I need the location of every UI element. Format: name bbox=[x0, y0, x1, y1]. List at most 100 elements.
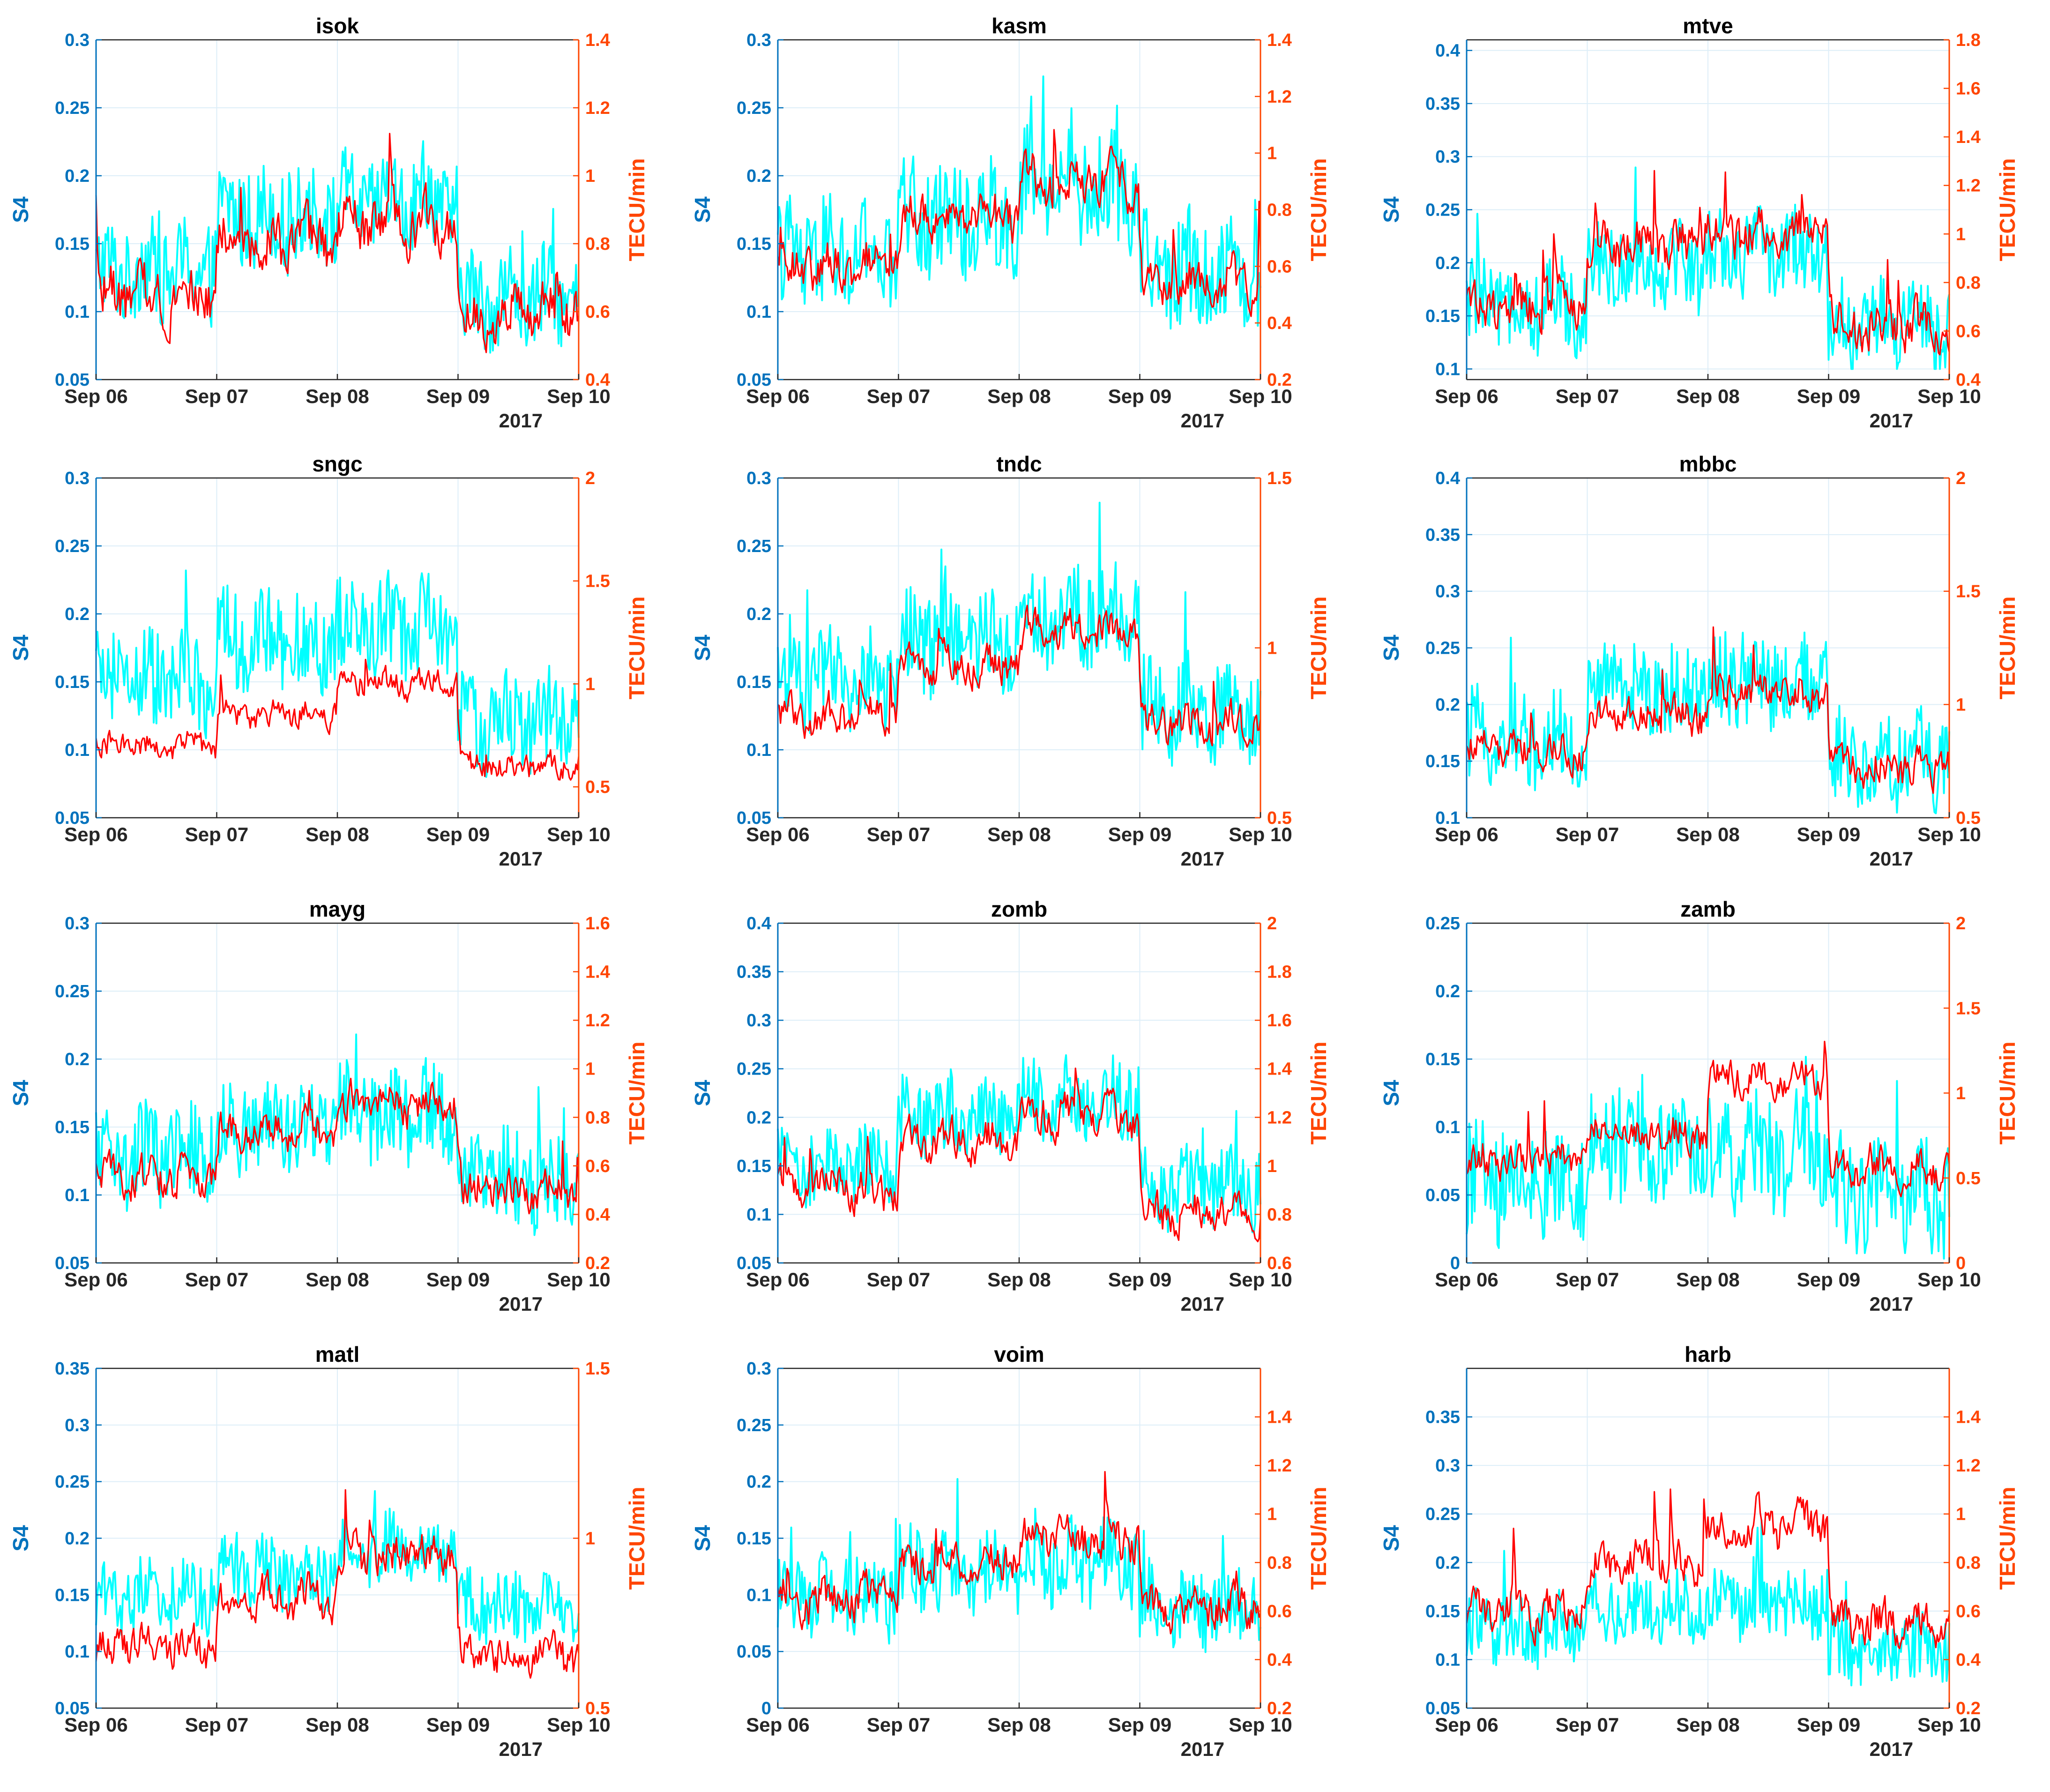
x-tick-label: Sep 09 bbox=[426, 1269, 490, 1291]
x-tick-label: Sep 09 bbox=[426, 385, 490, 407]
x-year-label: 2017 bbox=[499, 1738, 543, 1760]
left-tick-label: 0.05 bbox=[55, 370, 89, 390]
left-tick-label: 0.25 bbox=[737, 1060, 771, 1079]
right-tick-label: 1.2 bbox=[585, 1011, 610, 1030]
x-year-label: 2017 bbox=[1181, 1738, 1224, 1760]
tec-series-line bbox=[95, 1077, 580, 1215]
right-tick-label: 0.8 bbox=[585, 1108, 610, 1127]
right-axis-label: TECU/min bbox=[1995, 1042, 2020, 1145]
tec-series-line bbox=[777, 1471, 1261, 1635]
right-tick-label: 1.8 bbox=[1956, 30, 1981, 50]
tec-series-line bbox=[95, 133, 580, 353]
right-tick-label: 1 bbox=[1956, 695, 1966, 715]
right-tick-label: 0.8 bbox=[1267, 1553, 1292, 1573]
right-tick-label: 1.2 bbox=[1267, 87, 1292, 107]
x-year-label: 2017 bbox=[1870, 410, 1913, 432]
right-tick-label: 0.5 bbox=[1956, 808, 1981, 828]
tec-series-line bbox=[777, 605, 1261, 748]
right-tick-label: 1.4 bbox=[1267, 1408, 1292, 1427]
subplot-mayg: 0.05 0.1 0.15 0.2 0.25 0.3 0.2 0.4 0.6 0.8 1 1.2 1.4… bbox=[8, 897, 649, 1315]
tec-series-line bbox=[1466, 1488, 1950, 1650]
right-tick-label: 0.2 bbox=[1267, 1699, 1292, 1718]
subplot-sngc: 0.05 0.1 0.15 0.2 0.25 0.3 0.5 1 1.5 2 Sep 06 Sep 0… bbox=[8, 452, 649, 870]
right-tick-label: 1 bbox=[585, 1529, 595, 1549]
left-axis-label: S4 bbox=[8, 1080, 33, 1106]
right-axis-label: TECU/min bbox=[1306, 597, 1331, 700]
left-tick-label: 0.05 bbox=[737, 808, 771, 828]
x-tick-label: Sep 08 bbox=[1676, 1714, 1739, 1736]
left-tick-label: 0.1 bbox=[746, 1585, 771, 1605]
left-tick-label: 0.35 bbox=[1425, 1408, 1460, 1427]
left-axis-label: S4 bbox=[8, 1525, 33, 1552]
left-tick-label: 0.3 bbox=[1435, 147, 1460, 167]
x-year-label: 2017 bbox=[1181, 410, 1224, 432]
left-tick-label: 0.4 bbox=[746, 914, 771, 933]
right-tick-label: 0.8 bbox=[1267, 1205, 1292, 1225]
x-tick-label: Sep 09 bbox=[1797, 1269, 1860, 1291]
left-tick-label: 0.3 bbox=[65, 1416, 89, 1435]
left-tick-label: 0.2 bbox=[746, 1108, 771, 1127]
s4-series-line bbox=[1466, 166, 1950, 370]
left-tick-label: 0.25 bbox=[55, 98, 89, 118]
left-tick-label: 0.2 bbox=[65, 166, 89, 186]
left-axis-label: S4 bbox=[690, 635, 715, 661]
right-tick-label: 0.5 bbox=[1956, 1169, 1981, 1188]
x-tick-label: Sep 10 bbox=[1229, 1714, 1292, 1736]
left-tick-label: 0.05 bbox=[737, 1642, 771, 1662]
subplot-title: voim bbox=[994, 1342, 1044, 1366]
subplot-zamb: 0 0.05 0.1 0.15 0.2 0.25 0 0.5 1 1.5 2 Sep 06 Sep 07… bbox=[1379, 897, 2020, 1315]
x-year-label: 2017 bbox=[1181, 848, 1224, 870]
x-year-label: 2017 bbox=[1181, 1293, 1224, 1315]
left-axis-label: S4 bbox=[1379, 196, 1403, 223]
x-tick-label: Sep 08 bbox=[1676, 823, 1739, 845]
right-tick-label: 1.4 bbox=[585, 30, 610, 50]
left-tick-label: 0.05 bbox=[737, 370, 771, 390]
right-tick-label: 1.4 bbox=[1956, 1408, 1981, 1427]
left-tick-label: 0.1 bbox=[65, 740, 89, 760]
left-tick-label: 0.4 bbox=[1435, 469, 1460, 488]
left-tick-label: 0.2 bbox=[65, 1050, 89, 1069]
right-tick-label: 0.6 bbox=[1956, 1602, 1981, 1621]
x-tick-label: Sep 07 bbox=[1556, 1269, 1619, 1291]
x-year-label: 2017 bbox=[499, 848, 543, 870]
right-tick-label: 0.2 bbox=[1267, 370, 1292, 390]
right-axis-label: TECU/min bbox=[625, 1487, 649, 1590]
x-tick-label: Sep 10 bbox=[547, 1714, 610, 1736]
right-axis-label: TECU/min bbox=[1306, 158, 1331, 261]
right-tick-label: 1.4 bbox=[585, 963, 610, 982]
tec-series-line bbox=[95, 658, 580, 781]
tec-series-line bbox=[777, 129, 1261, 317]
x-tick-label: Sep 07 bbox=[1556, 1714, 1619, 1736]
left-tick-label: 0.25 bbox=[1425, 639, 1460, 658]
right-tick-label: 0.5 bbox=[585, 1699, 610, 1718]
x-tick-label: Sep 07 bbox=[185, 385, 248, 407]
x-tick-label: Sep 09 bbox=[1108, 1269, 1171, 1291]
subplot-matl: 0.05 0.1 0.15 0.2 0.25 0.3 0.35 0.5 1 1.5 Sep 06 Se… bbox=[8, 1342, 649, 1760]
right-tick-label: 0.4 bbox=[585, 1205, 610, 1225]
x-tick-label: Sep 07 bbox=[1556, 385, 1619, 407]
left-tick-label: 0.25 bbox=[55, 1472, 89, 1492]
subplot-title: tndc bbox=[996, 452, 1042, 476]
left-tick-label: 0.1 bbox=[1435, 359, 1460, 379]
x-tick-label: Sep 10 bbox=[547, 823, 610, 845]
left-tick-label: 0.4 bbox=[1435, 41, 1460, 61]
right-tick-label: 0.5 bbox=[585, 777, 610, 797]
subplot-mtve: 0.1 0.15 0.2 0.25 0.3 0.35 0.4 0.4 0.6 0.8 1 1.2 1.4… bbox=[1379, 14, 2020, 432]
left-axis-label: S4 bbox=[690, 1080, 715, 1106]
left-tick-label: 0.3 bbox=[65, 469, 89, 488]
left-tick-label: 0.15 bbox=[1425, 306, 1460, 326]
right-tick-label: 1.6 bbox=[1267, 1011, 1292, 1030]
right-tick-label: 0.6 bbox=[1267, 1602, 1292, 1621]
subplot-title: isok bbox=[316, 14, 359, 38]
right-tick-label: 1.5 bbox=[585, 572, 610, 591]
subplot-title: kasm bbox=[991, 14, 1047, 38]
left-tick-label: 0.15 bbox=[55, 1118, 89, 1137]
subplot-kasm: 0.05 0.1 0.15 0.2 0.25 0.3 0.2 0.4 0.6 0.8 1 1.2 1.4… bbox=[690, 14, 1331, 432]
x-tick-label: Sep 07 bbox=[867, 1269, 930, 1291]
subplot-title: zamb bbox=[1680, 897, 1736, 921]
left-tick-label: 0.15 bbox=[1425, 752, 1460, 771]
x-year-label: 2017 bbox=[1870, 1293, 1913, 1315]
left-tick-label: 0.25 bbox=[1425, 1505, 1460, 1524]
right-tick-label: 1 bbox=[1267, 639, 1277, 658]
left-tick-label: 0.15 bbox=[737, 1157, 771, 1176]
